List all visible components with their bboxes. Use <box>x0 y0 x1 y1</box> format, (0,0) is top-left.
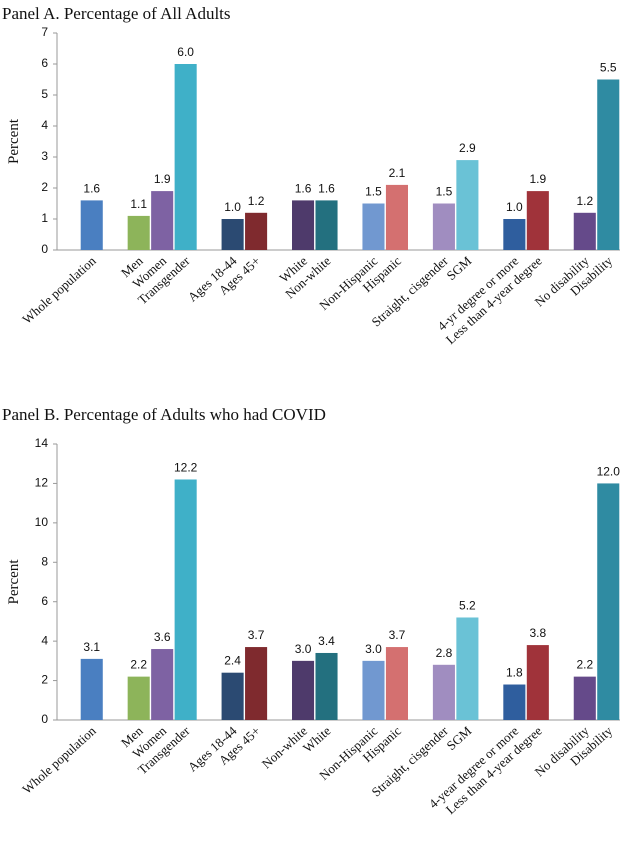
bar <box>127 676 150 720</box>
value-label: 1.0 <box>506 200 523 214</box>
y-axis-label: Percent <box>6 559 22 605</box>
bar <box>151 191 174 250</box>
bar <box>573 676 596 720</box>
value-label: 3.4 <box>318 634 335 648</box>
value-label: 1.8 <box>506 666 523 680</box>
value-label: 2.1 <box>389 166 406 180</box>
value-label: 1.5 <box>436 185 453 199</box>
value-label: 1.6 <box>83 181 100 195</box>
value-label: 1.9 <box>154 172 171 186</box>
value-label: 1.1 <box>130 197 147 211</box>
y-tick-label: 2 <box>41 180 48 194</box>
value-label: 2.8 <box>436 646 453 660</box>
x-tick-label: Whole population <box>19 723 99 797</box>
value-label: 1.2 <box>576 194 593 208</box>
y-tick-label: 4 <box>41 118 48 132</box>
y-tick-label: 6 <box>41 594 48 608</box>
chart-title: Panel A. Percentage of All Adults <box>2 4 231 23</box>
value-label: 2.2 <box>576 658 593 672</box>
y-tick-label: 5 <box>41 87 48 101</box>
value-label: 1.5 <box>365 185 382 199</box>
bar <box>292 200 315 250</box>
y-tick-label: 4 <box>41 633 48 647</box>
y-tick-label: 6 <box>41 56 48 70</box>
value-label: 5.5 <box>600 61 617 75</box>
value-label: 1.6 <box>318 181 335 195</box>
x-tick-label: Whole population <box>19 253 99 327</box>
bar <box>174 64 197 250</box>
bar <box>503 684 526 720</box>
y-tick-label: 0 <box>41 242 48 256</box>
value-label: 5.2 <box>459 598 476 612</box>
value-label: 3.7 <box>389 628 406 642</box>
chart-title: Panel B. Percentage of Adults who had CO… <box>2 405 326 424</box>
bar <box>221 219 244 250</box>
value-label: 1.6 <box>295 181 312 195</box>
value-label: 12.2 <box>174 460 198 474</box>
value-label: 1.2 <box>248 194 265 208</box>
bar <box>292 660 315 720</box>
y-tick-label: 1 <box>41 211 48 225</box>
y-tick-label: 7 <box>41 25 48 39</box>
value-label: 3.8 <box>529 626 546 640</box>
bar <box>503 219 526 250</box>
bar <box>573 212 596 250</box>
bar <box>456 160 479 250</box>
value-label: 2.2 <box>130 658 147 672</box>
bar <box>245 212 268 250</box>
y-tick-label: 3 <box>41 149 48 163</box>
y-tick-label: 0 <box>41 712 48 726</box>
bar <box>526 645 549 720</box>
bar <box>174 479 197 720</box>
bar <box>221 672 244 720</box>
x-tick-label: White <box>300 723 334 756</box>
value-label: 3.7 <box>248 628 265 642</box>
value-label: 3.1 <box>83 640 100 654</box>
bar <box>151 649 174 720</box>
bar <box>597 79 620 250</box>
value-label: 12.0 <box>597 464 621 478</box>
bar <box>362 660 385 720</box>
bar <box>80 200 103 250</box>
bar <box>432 664 455 720</box>
y-axis-label: Percent <box>6 118 22 164</box>
value-label: 3.0 <box>365 642 382 656</box>
value-label: 1.9 <box>529 172 546 186</box>
value-label: 2.4 <box>224 654 241 668</box>
value-label: 3.0 <box>295 642 312 656</box>
y-tick-label: 2 <box>41 673 48 687</box>
bar <box>597 483 620 720</box>
y-tick-label: 12 <box>35 476 49 490</box>
x-tick-label: SGM <box>443 253 474 283</box>
bar <box>385 184 408 250</box>
bar <box>432 203 455 250</box>
value-label: 3.6 <box>154 630 171 644</box>
bar <box>127 215 150 250</box>
value-label: 6.0 <box>177 45 194 59</box>
bar <box>456 617 479 720</box>
bar <box>385 647 408 720</box>
value-label: 1.0 <box>224 200 241 214</box>
y-tick-label: 10 <box>35 515 49 529</box>
bar <box>80 658 103 720</box>
y-tick-label: 14 <box>35 436 49 450</box>
bar <box>526 191 549 250</box>
y-tick-label: 8 <box>41 554 48 568</box>
bar <box>315 652 338 720</box>
x-tick-label: SGM <box>443 723 474 753</box>
bar <box>245 647 268 720</box>
bar <box>362 203 385 250</box>
value-label: 2.9 <box>459 141 476 155</box>
bar <box>315 200 338 250</box>
